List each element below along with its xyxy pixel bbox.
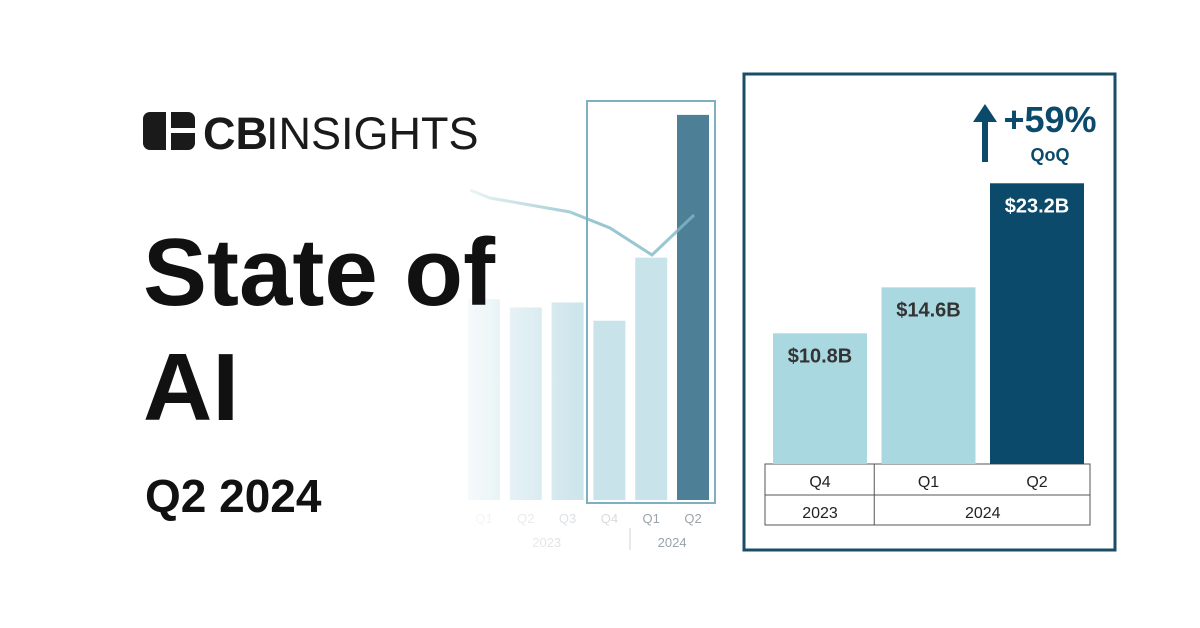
x-tick-label: Q4 [809, 474, 830, 491]
logo-icon-cut [171, 128, 195, 133]
logo: CB INSIGHTS [143, 108, 479, 159]
year-label: 2024 [658, 535, 687, 550]
annotation-period: QoQ [1031, 145, 1070, 165]
title-line: AI [143, 334, 239, 441]
value-label: $14.6B [896, 299, 961, 321]
year-label: 2023 [802, 505, 838, 522]
bar [593, 320, 626, 500]
arrow-head [973, 104, 997, 122]
bar [881, 287, 976, 464]
logo-light: INSIGHTS [266, 108, 479, 159]
year-label: 2024 [965, 505, 1001, 522]
title-line: State of [143, 219, 496, 326]
x-tick-label: Q1 [918, 474, 939, 491]
bar [677, 114, 709, 500]
main-chart: Q4 $10.8B 2023 Q1 $14.6B Q2 $23.2B 2024 [764, 183, 1091, 526]
x-tick-label: Q4 [601, 511, 618, 526]
fade-overlay [440, 80, 590, 560]
bar [990, 183, 1084, 464]
x-tick-label: Q1 [643, 511, 660, 526]
value-label: $10.8B [788, 345, 853, 367]
highlight-box [586, 100, 716, 504]
logo-bold: CB [203, 108, 268, 159]
value-label: $23.2B [1005, 195, 1070, 217]
logo-icon-cut [166, 112, 171, 150]
subtitle: Q2 2024 [145, 470, 322, 522]
annotation: +59% QoQ [973, 99, 1097, 165]
x-tick-label: Q2 [684, 511, 701, 526]
annotation-change: +59% [1003, 99, 1096, 140]
bar [635, 257, 668, 500]
bar [773, 333, 867, 464]
x-tick-label: Q2 [1026, 474, 1047, 491]
